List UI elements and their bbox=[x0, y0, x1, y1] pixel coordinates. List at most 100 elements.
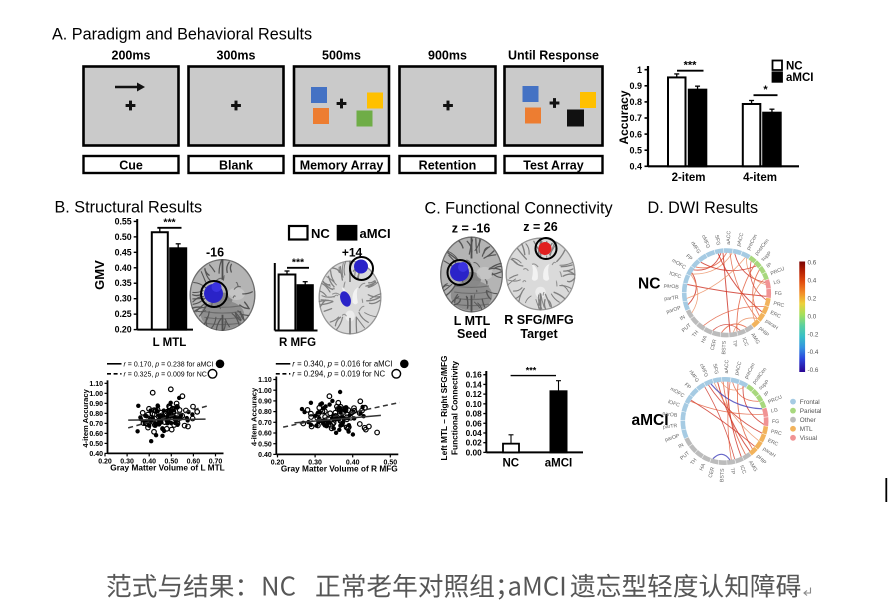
svg-text:ERC: ERC bbox=[767, 438, 780, 448]
svg-text:0.60: 0.60 bbox=[258, 431, 272, 438]
svg-text:Frontal: Frontal bbox=[800, 399, 820, 406]
svg-text:0.50: 0.50 bbox=[164, 458, 178, 465]
svg-text:HA: HA bbox=[700, 335, 709, 345]
svg-text:4-item: 4-item bbox=[743, 172, 777, 184]
svg-text:0.20: 0.20 bbox=[115, 325, 132, 335]
svg-text:IP: IP bbox=[763, 390, 771, 398]
svg-text:parOP: parOP bbox=[664, 433, 681, 444]
svg-text:NC: NC bbox=[311, 226, 330, 241]
svg-text:parOB: parOB bbox=[663, 283, 679, 291]
svg-text:0.7: 0.7 bbox=[629, 113, 642, 123]
svg-text:CER: CER bbox=[708, 466, 717, 478]
svg-text:Visual: Visual bbox=[800, 435, 817, 442]
svg-text:0.40: 0.40 bbox=[142, 458, 156, 465]
svg-text:B. Structural Results: B. Structural Results bbox=[55, 199, 203, 217]
svg-text:PRC: PRC bbox=[770, 429, 782, 437]
svg-text:0.06: 0.06 bbox=[466, 418, 483, 428]
svg-text:aMCI: aMCI bbox=[632, 412, 669, 429]
svg-text:0.30: 0.30 bbox=[308, 459, 322, 466]
svg-text:***: *** bbox=[684, 60, 698, 72]
svg-text:L MTL: L MTL bbox=[454, 314, 491, 328]
svg-text:200ms: 200ms bbox=[112, 49, 151, 63]
svg-text:parTR: parTR bbox=[663, 423, 678, 431]
svg-text:FG: FG bbox=[775, 291, 782, 297]
svg-text:0.70: 0.70 bbox=[258, 420, 272, 427]
svg-text:LG: LG bbox=[773, 279, 781, 286]
svg-text:Gray Matter Volume of L MTL: Gray Matter Volume of L MTL bbox=[110, 462, 224, 472]
svg-text:parOB: parOB bbox=[662, 411, 678, 419]
svg-text:IN: IN bbox=[677, 442, 685, 450]
svg-text:-0.6: -0.6 bbox=[808, 367, 819, 374]
svg-text:-16: -16 bbox=[206, 246, 224, 260]
svg-text:r = 0.170, p = 0.238 for aMCI: r = 0.170, p = 0.238 for aMCI bbox=[124, 362, 214, 369]
svg-text:AMG: AMG bbox=[747, 460, 758, 473]
svg-text:300ms: 300ms bbox=[217, 49, 256, 63]
svg-text:ICC: ICC bbox=[738, 464, 747, 475]
svg-text:0.10: 0.10 bbox=[466, 399, 483, 409]
svg-text:Retention: Retention bbox=[419, 159, 477, 173]
svg-text:NC: NC bbox=[502, 458, 519, 470]
svg-text:*: * bbox=[763, 84, 768, 96]
svg-text:Seed: Seed bbox=[457, 327, 487, 341]
svg-text:1.10: 1.10 bbox=[258, 377, 272, 384]
svg-text:0.60: 0.60 bbox=[187, 458, 201, 465]
svg-text:0.4: 0.4 bbox=[629, 162, 642, 172]
svg-text:PRCU: PRCU bbox=[770, 266, 786, 277]
svg-text:MTL: MTL bbox=[800, 426, 813, 433]
svg-text:NC: NC bbox=[638, 276, 660, 293]
svg-text:0.25: 0.25 bbox=[115, 309, 132, 319]
svg-text:cMFG: cMFG bbox=[700, 234, 711, 249]
svg-text:aMCI: aMCI bbox=[786, 72, 813, 84]
svg-text:A. Paradigm and Behavioral Res: A. Paradigm and Behavioral Results bbox=[52, 26, 312, 44]
svg-text:cMFG: cMFG bbox=[698, 363, 709, 378]
svg-text:0.55: 0.55 bbox=[115, 216, 132, 226]
svg-text:aACC: aACC bbox=[724, 359, 730, 373]
svg-text:4-item Accuracy: 4-item Accuracy bbox=[250, 387, 259, 446]
svg-text:aACC: aACC bbox=[726, 231, 732, 245]
svg-text:0.9: 0.9 bbox=[629, 81, 642, 91]
svg-text:Parietal: Parietal bbox=[800, 408, 822, 415]
svg-text:parTR: parTR bbox=[664, 295, 679, 303]
svg-text:Accuracy: Accuracy bbox=[617, 90, 631, 144]
svg-text:-0.2: -0.2 bbox=[808, 331, 819, 338]
svg-text:Left MTL – Right SFG/MFG: Left MTL – Right SFG/MFG bbox=[439, 356, 449, 461]
svg-text:0.6: 0.6 bbox=[629, 129, 642, 139]
svg-text:***: *** bbox=[163, 217, 176, 229]
svg-text:aMCI: aMCI bbox=[545, 458, 572, 470]
svg-text:***: *** bbox=[526, 366, 537, 376]
svg-text:Memory Array: Memory Array bbox=[300, 159, 384, 173]
svg-text:0.80: 0.80 bbox=[258, 409, 272, 416]
svg-text:NC: NC bbox=[786, 60, 803, 72]
svg-text:0.14: 0.14 bbox=[466, 379, 483, 389]
svg-text:0.04: 0.04 bbox=[466, 428, 483, 438]
svg-text:SFG: SFG bbox=[713, 234, 721, 246]
svg-text:IP: IP bbox=[766, 262, 774, 270]
svg-text:r = 0.294, p = 0.019 for NC: r = 0.294, p = 0.019 for NC bbox=[292, 370, 385, 379]
svg-text:aMCI: aMCI bbox=[360, 226, 391, 241]
svg-text:0.30: 0.30 bbox=[120, 458, 134, 465]
svg-text:0.40: 0.40 bbox=[258, 452, 272, 459]
svg-text:AMG: AMG bbox=[749, 332, 760, 345]
svg-text:TP: TP bbox=[731, 340, 738, 348]
svg-text:R SFG/MFG: R SFG/MFG bbox=[504, 313, 573, 327]
svg-text:r = 0.325, p = 0.009 for NC: r = 0.325, p = 0.009 for NC bbox=[124, 372, 207, 379]
svg-text:0.2: 0.2 bbox=[808, 296, 817, 303]
svg-text:FP: FP bbox=[683, 382, 692, 391]
svg-text:0.6: 0.6 bbox=[808, 260, 817, 267]
svg-text:0.20: 0.20 bbox=[271, 459, 285, 466]
svg-text:0.30: 0.30 bbox=[115, 294, 132, 304]
svg-text:0.4: 0.4 bbox=[808, 278, 817, 285]
svg-text:0.40: 0.40 bbox=[115, 263, 132, 273]
svg-text:0.02: 0.02 bbox=[466, 438, 483, 448]
svg-text:0.16: 0.16 bbox=[466, 370, 483, 380]
svg-text:FG: FG bbox=[772, 419, 779, 425]
svg-text:0.40: 0.40 bbox=[346, 459, 360, 466]
svg-text:PUT: PUT bbox=[681, 322, 693, 334]
svg-text:1.10: 1.10 bbox=[89, 381, 103, 388]
svg-text:0.20: 0.20 bbox=[98, 458, 112, 465]
svg-text:pACC: pACC bbox=[736, 232, 745, 247]
svg-text:PRCU: PRCU bbox=[767, 394, 783, 405]
svg-text:500ms: 500ms bbox=[322, 49, 361, 63]
svg-text:GMV: GMV bbox=[92, 260, 107, 290]
svg-text:R MFG: R MFG bbox=[279, 337, 316, 349]
